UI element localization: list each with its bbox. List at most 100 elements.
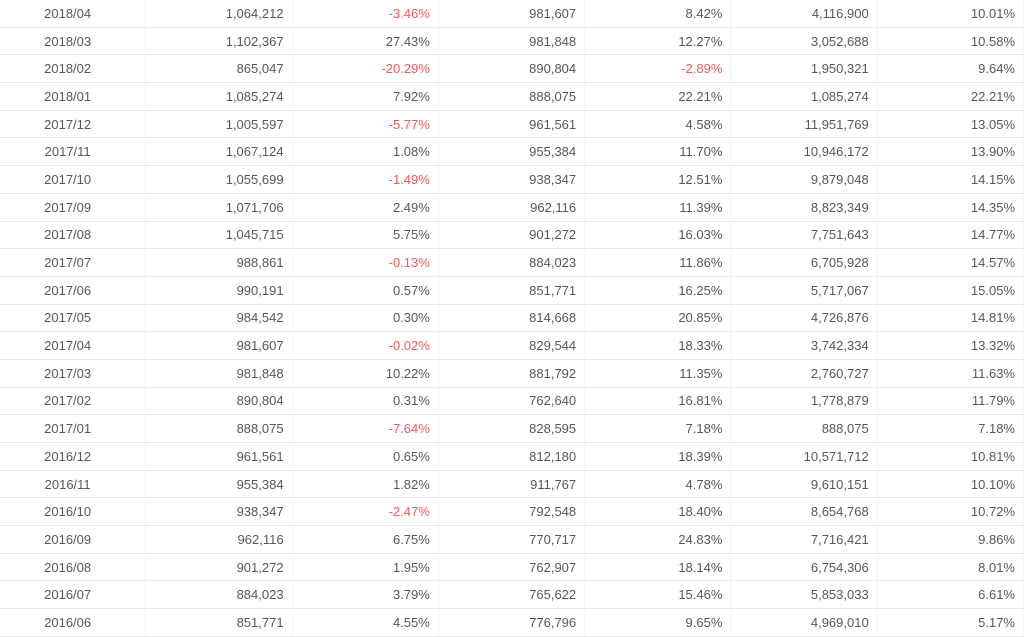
revenue-cell: 962,116: [146, 526, 293, 553]
cumulative-yoy-change-cell: 10.01%: [878, 0, 1024, 27]
cumulative-revenue-cell: 8,823,349: [731, 193, 878, 221]
table-row: 2018/01 1,085,274 7.92% 888,075 22.21% 1…: [0, 83, 1024, 111]
last-year-month-revenue-cell: 881,792: [439, 359, 586, 387]
last-year-month-revenue-cell: 884,023: [439, 249, 586, 276]
last-year-month-revenue-cell: 981,607: [439, 0, 586, 27]
month-cell: 2017/04: [0, 332, 147, 359]
last-year-month-revenue-cell: 901,272: [439, 221, 586, 249]
yoy-change-cell: 8.42%: [585, 0, 732, 27]
mom-change-cell: 7.92%: [293, 83, 439, 110]
mom-change-cell: 1.95%: [293, 553, 439, 581]
mom-change-cell: 3.79%: [293, 581, 439, 609]
cumulative-yoy-change-cell: 15.05%: [878, 276, 1024, 304]
table-row: 2016/11 955,384 1.82% 911,767 4.78% 9,61…: [0, 470, 1024, 499]
table-row: 2017/11 1,067,124 1.08% 955,384 11.70% 1…: [0, 138, 1024, 167]
cumulative-revenue-cell: 1,778,879: [731, 387, 878, 415]
month-cell: 2016/11: [0, 470, 147, 498]
month-cell: 2016/10: [0, 498, 147, 526]
table-row: 2017/06 990,191 0.57% 851,771 16.25% 5,7…: [0, 276, 1024, 305]
revenue-cell: 890,804: [146, 387, 293, 415]
mom-change-cell: -7.64%: [293, 415, 439, 442]
table-row: 2017/04 981,607 -0.02% 829,544 18.33% 3,…: [0, 332, 1024, 360]
last-year-month-revenue-cell: 851,771: [439, 276, 586, 304]
table-row: 2017/08 1,045,715 5.75% 901,272 16.03% 7…: [0, 221, 1024, 250]
month-cell: 2017/12: [0, 110, 147, 138]
yoy-change-cell: 4.58%: [585, 110, 732, 138]
cumulative-revenue-cell: 5,853,033: [731, 581, 878, 609]
mom-change-cell: -2.47%: [293, 498, 439, 526]
cumulative-revenue-cell: 2,760,727: [731, 359, 878, 387]
cumulative-revenue-cell: 888,075: [731, 415, 878, 442]
month-cell: 2017/10: [0, 166, 147, 193]
mom-change-cell: 0.57%: [293, 276, 439, 304]
yoy-change-cell: 9.65%: [585, 609, 732, 636]
yoy-change-cell: 12.51%: [585, 166, 732, 193]
last-year-month-revenue-cell: 812,180: [439, 443, 586, 470]
yoy-change-cell: -2.89%: [585, 55, 732, 83]
cumulative-yoy-change-cell: 13.05%: [878, 110, 1024, 138]
last-year-month-revenue-cell: 890,804: [439, 55, 586, 83]
table-row: 2017/10 1,055,699 -1.49% 938,347 12.51% …: [0, 166, 1024, 194]
last-year-month-revenue-cell: 829,544: [439, 332, 586, 359]
revenue-cell: 851,771: [146, 609, 293, 636]
cumulative-yoy-change-cell: 10.72%: [878, 498, 1024, 526]
cumulative-yoy-change-cell: 7.18%: [878, 415, 1024, 442]
revenue-cell: 961,561: [146, 443, 293, 470]
last-year-month-revenue-cell: 911,767: [439, 470, 586, 498]
last-year-month-revenue-cell: 765,622: [439, 581, 586, 609]
month-cell: 2017/11: [0, 138, 147, 166]
table-row: 2016/06 851,771 4.55% 776,796 9.65% 4,96…: [0, 609, 1024, 637]
revenue-cell: 1,045,715: [146, 221, 293, 249]
last-year-month-revenue-cell: 762,640: [439, 387, 586, 415]
revenue-cell: 901,272: [146, 553, 293, 581]
yoy-change-cell: 11.86%: [585, 249, 732, 276]
cumulative-yoy-change-cell: 14.15%: [878, 166, 1024, 193]
month-cell: 2017/07: [0, 249, 147, 276]
revenue-cell: 1,064,212: [146, 0, 293, 27]
cumulative-revenue-cell: 3,742,334: [731, 332, 878, 359]
cumulative-revenue-cell: 7,751,643: [731, 221, 878, 249]
month-cell: 2016/12: [0, 443, 147, 470]
mom-change-cell: -20.29%: [293, 55, 439, 83]
mom-change-cell: 0.65%: [293, 443, 439, 470]
yoy-change-cell: 18.33%: [585, 332, 732, 359]
table-row: 2017/03 981,848 10.22% 881,792 11.35% 2,…: [0, 359, 1024, 388]
table-row: 2017/02 890,804 0.31% 762,640 16.81% 1,7…: [0, 387, 1024, 416]
yoy-change-cell: 4.78%: [585, 470, 732, 498]
table-row: 2016/07 884,023 3.79% 765,622 15.46% 5,8…: [0, 581, 1024, 610]
month-cell: 2017/03: [0, 359, 147, 387]
revenue-cell: 1,067,124: [146, 138, 293, 166]
mom-change-cell: 6.75%: [293, 526, 439, 553]
cumulative-yoy-change-cell: 8.01%: [878, 553, 1024, 581]
table-row: 2017/01 888,075 -7.64% 828,595 7.18% 888…: [0, 415, 1024, 443]
last-year-month-revenue-cell: 981,848: [439, 27, 586, 55]
mom-change-cell: 10.22%: [293, 359, 439, 387]
revenue-cell: 990,191: [146, 276, 293, 304]
month-cell: 2016/07: [0, 581, 147, 609]
revenue-cell: 988,861: [146, 249, 293, 276]
month-cell: 2017/09: [0, 193, 147, 221]
yoy-change-cell: 11.39%: [585, 193, 732, 221]
yoy-change-cell: 16.81%: [585, 387, 732, 415]
revenue-cell: 981,607: [146, 332, 293, 359]
table-row: 2018/02 865,047 -20.29% 890,804 -2.89% 1…: [0, 55, 1024, 84]
yoy-change-cell: 15.46%: [585, 581, 732, 609]
cumulative-yoy-change-cell: 14.81%: [878, 304, 1024, 332]
cumulative-yoy-change-cell: 14.77%: [878, 221, 1024, 249]
yoy-change-cell: 18.40%: [585, 498, 732, 526]
cumulative-revenue-cell: 9,610,151: [731, 470, 878, 498]
table-row: 2017/12 1,005,597 -5.77% 961,561 4.58% 1…: [0, 110, 1024, 139]
yoy-change-cell: 18.39%: [585, 443, 732, 470]
cumulative-yoy-change-cell: 11.63%: [878, 359, 1024, 387]
cumulative-revenue-cell: 1,950,321: [731, 55, 878, 83]
mom-change-cell: 0.30%: [293, 304, 439, 332]
last-year-month-revenue-cell: 955,384: [439, 138, 586, 166]
revenue-cell: 981,848: [146, 359, 293, 387]
month-cell: 2018/02: [0, 55, 147, 83]
cumulative-yoy-change-cell: 14.35%: [878, 193, 1024, 221]
mom-change-cell: 5.75%: [293, 221, 439, 249]
cumulative-revenue-cell: 1,085,274: [731, 83, 878, 110]
mom-change-cell: 27.43%: [293, 27, 439, 55]
